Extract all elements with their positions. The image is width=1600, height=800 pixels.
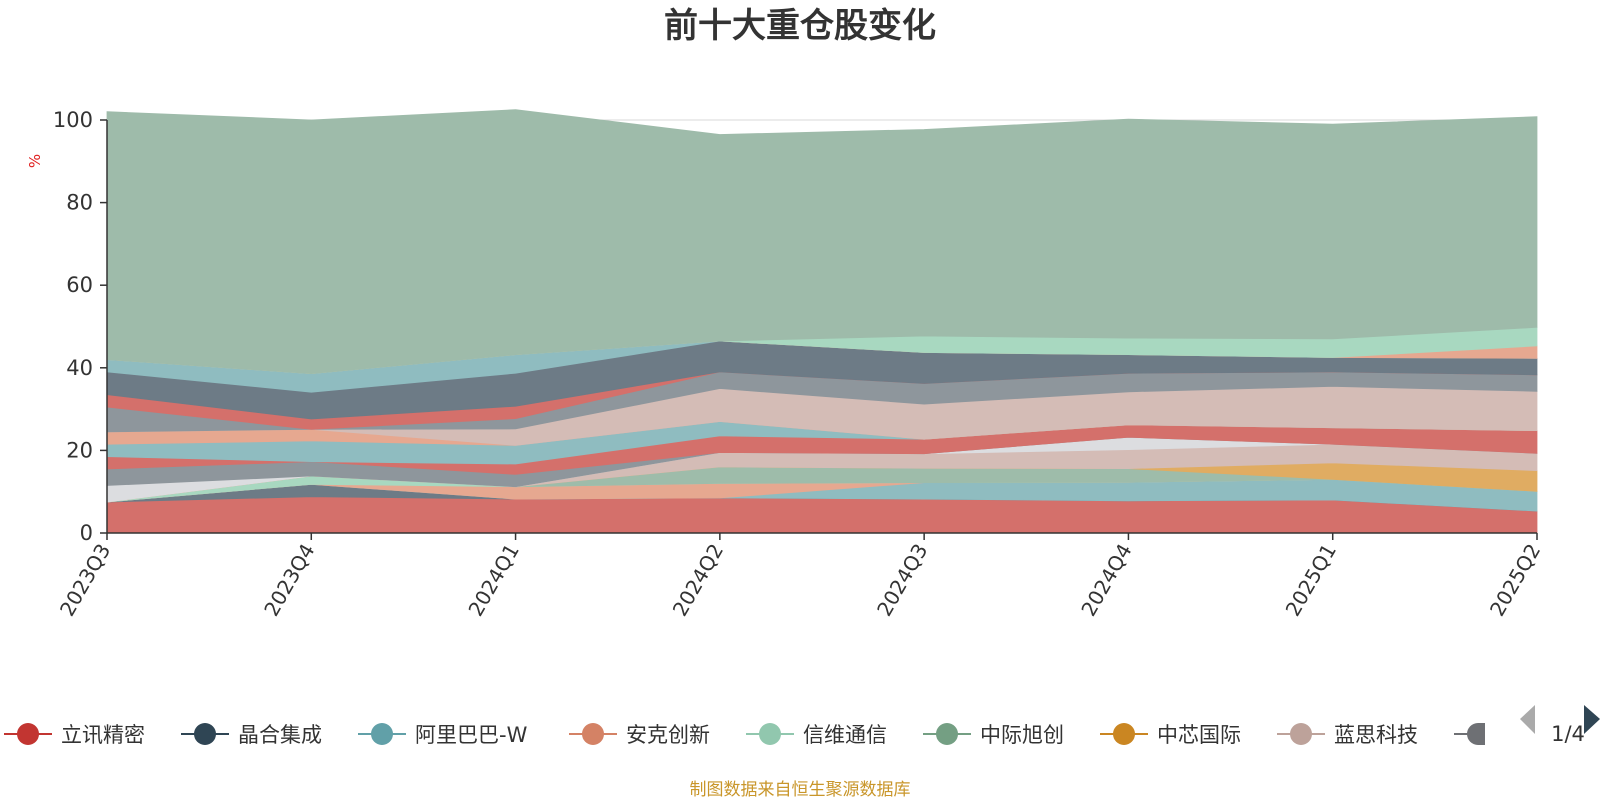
- legend-label: 蓝思科技: [1334, 723, 1418, 747]
- legend-marker: [1290, 723, 1312, 745]
- legend-marker: [1467, 723, 1485, 745]
- data-source-note: 制图数据来自恒生聚源数据库: [690, 780, 911, 800]
- y-axis-unit: %: [26, 154, 44, 168]
- y-tick-label: 100: [53, 108, 93, 132]
- legend-item[interactable]: 信维通信: [746, 723, 887, 747]
- legend-label: 阿里巴巴-W: [415, 723, 528, 747]
- chart-title: 前十大重仓股变化: [664, 6, 936, 46]
- x-tick-label: 2024Q2: [668, 540, 728, 621]
- area-series-0: [106, 496, 1538, 534]
- legend-item[interactable]: 中际旭创: [923, 723, 1064, 747]
- legend-marker: [582, 723, 604, 745]
- legend-label: 安克创新: [626, 723, 710, 747]
- legend-next-page-icon[interactable]: [1584, 705, 1600, 734]
- x-tick-label: 2024Q3: [872, 540, 932, 621]
- legend-label: 信维通信: [803, 723, 887, 747]
- legend-marker: [371, 723, 393, 745]
- legend-marker: [17, 723, 39, 745]
- legend-prev-page-icon[interactable]: [1520, 705, 1535, 734]
- x-tick-label: 2025Q2: [1485, 540, 1545, 621]
- x-tick-label: 2025Q1: [1281, 540, 1341, 621]
- legend-item[interactable]: 蓝思科技: [1277, 723, 1418, 747]
- x-tick-label: 2024Q1: [463, 540, 523, 621]
- axes: [106, 120, 1537, 534]
- y-tick-label: 80: [66, 191, 93, 215]
- y-tick-label: 60: [66, 273, 93, 297]
- legend-item[interactable]: 晶合集成: [181, 723, 322, 747]
- y-tick-label: 40: [66, 356, 93, 380]
- area-series-20: [106, 109, 1538, 375]
- legend-item[interactable]: 立讯精密: [4, 723, 145, 747]
- legend-item[interactable]: 安克创新: [569, 723, 710, 747]
- y-axis-ticks: 0 20 40 60 80 100: [53, 108, 107, 545]
- area-series: [106, 109, 1538, 534]
- legend-page-indicator: 1/4: [1551, 722, 1585, 746]
- legend-label: 中芯国际: [1157, 723, 1241, 747]
- legend-marker: [1113, 723, 1135, 745]
- legend-pager: 1/4: [1520, 705, 1600, 746]
- legend-item[interactable]: 阿里巴巴-W: [358, 723, 528, 747]
- legend-label: 立讯精密: [61, 723, 145, 747]
- x-axis-ticks: 2023Q3 2023Q4 2024Q1 2024Q2 2024Q3 2024Q4 2025…: [55, 533, 1545, 620]
- y-tick-label: 0: [80, 521, 93, 545]
- x-tick-label: 2023Q4: [259, 540, 319, 621]
- legend-marker: [194, 723, 216, 745]
- legend-item-partial[interactable]: [1454, 723, 1485, 745]
- y-tick-label: 20: [66, 438, 93, 462]
- legend-marker: [759, 723, 781, 745]
- legend: 立讯精密 晶合集成 阿里巴巴-W 安克创新 信维通信 中际旭创 中芯国际 蓝思科技: [4, 723, 1485, 747]
- legend-item[interactable]: 中芯国际: [1100, 723, 1241, 747]
- legend-marker: [936, 723, 958, 745]
- x-tick-label: 2024Q4: [1076, 540, 1136, 621]
- x-tick-label: 2023Q3: [55, 540, 115, 621]
- legend-label: 晶合集成: [238, 723, 322, 747]
- legend-label: 中际旭创: [980, 723, 1064, 747]
